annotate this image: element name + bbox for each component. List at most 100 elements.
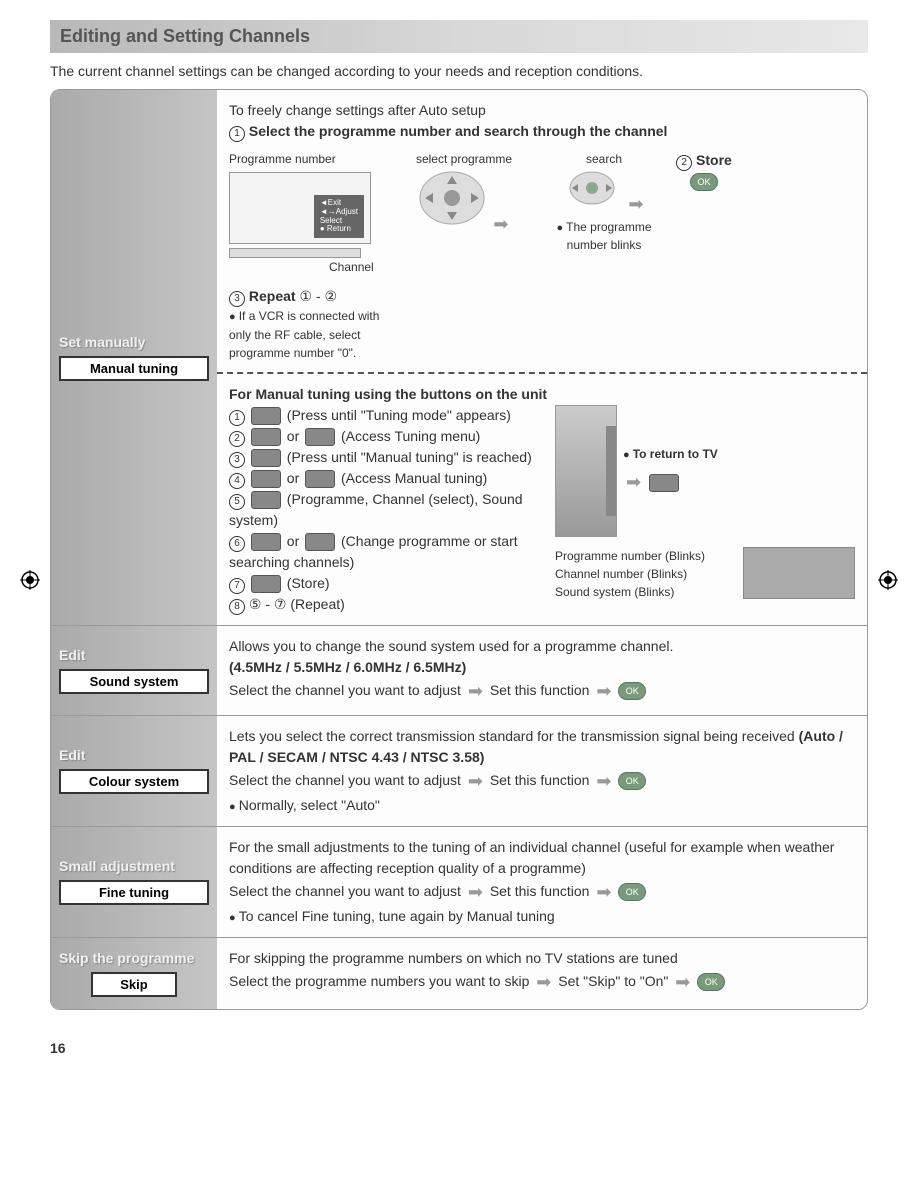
step-3: 3 (Press until "Manual tuning" is reache… — [229, 447, 545, 468]
step-6: 6 or (Change programme or start searchin… — [229, 531, 545, 573]
s2-text: (Access Tuning menu) — [341, 428, 480, 444]
btn-colour-system: Colour system — [59, 769, 209, 794]
btn-manual-tuning: Manual tuning — [59, 356, 209, 381]
pn-blink-label: Programme number (Blinks) — [555, 547, 737, 565]
ok-icon-4: OK — [618, 883, 646, 901]
ss-blink-label: Sound system (Blinks) — [555, 583, 737, 601]
s3-text: (Press until "Manual tuning" is reached) — [287, 449, 532, 465]
pn-label: Programme number — [229, 150, 379, 168]
colour-action: Select the channel you want to adjust ➡ … — [229, 768, 855, 795]
return-btn-icon — [649, 474, 679, 492]
page-header: Editing and Setting Channels — [50, 20, 868, 53]
minus-btn-icon2 — [251, 470, 281, 488]
selprog-label: select programme — [389, 150, 539, 168]
left-colour: Edit Colour system — [51, 716, 217, 826]
channel-label: Channel — [329, 258, 379, 276]
s7-text: (Store) — [287, 575, 330, 591]
step-4: 4 or (Access Manual tuning) — [229, 468, 545, 489]
step-1: 1 (Press until "Tuning mode" appears) — [229, 405, 545, 426]
cat-small-adj: Small adjustment — [59, 858, 209, 874]
fine-desc: For the small adjustments to the tuning … — [229, 837, 855, 879]
cat-edit-1: Edit — [59, 647, 209, 663]
top-step1: 1 Select the programme number and search… — [229, 121, 855, 142]
repeat-range: ① - ② — [299, 288, 337, 304]
step-5: 5 (Programme, Channel (select), Sound sy… — [229, 489, 545, 531]
btn-fine-tuning: Fine tuning — [59, 880, 209, 905]
minus-btn-icon3 — [251, 533, 281, 551]
cat-edit-2: Edit — [59, 747, 209, 763]
skip-desc: For skipping the programme numbers on wh… — [229, 948, 855, 969]
sound-action-text: Select the channel you want to adjust — [229, 682, 461, 698]
colour-desc-row: Lets you select the correct transmission… — [229, 726, 855, 768]
dpad-small-icon — [562, 168, 622, 208]
colour-note: Normally, select "Auto" — [229, 795, 855, 816]
intro: The current channel settings can be chan… — [50, 63, 868, 79]
crop-mark-left — [20, 570, 40, 590]
plus-btn-icon2 — [305, 470, 335, 488]
tuning-display-icon — [743, 547, 855, 599]
left-fine: Small adjustment Fine tuning — [51, 827, 217, 937]
section-colour-system: Edit Colour system Lets you select the c… — [51, 715, 867, 826]
sound-action: Select the channel you want to adjust ➡ … — [229, 678, 855, 705]
dashed-divider — [217, 372, 867, 374]
left-manual: Set manually Manual tuning — [51, 90, 217, 625]
return-tv: To return to TV — [623, 445, 718, 464]
fine-note: To cancel Fine tuning, tune again by Man… — [229, 906, 855, 927]
btn-sound-system: Sound system — [59, 669, 209, 694]
or-3: or — [287, 533, 299, 549]
ok-icon-2: OK — [618, 682, 646, 700]
step1-text: Select the programme number and search t… — [249, 123, 668, 139]
colour-desc: Lets you select the correct transmission… — [229, 728, 795, 744]
colour-set-text: Set this function — [490, 772, 590, 788]
right-skip: For skipping the programme numbers on wh… — [217, 938, 867, 1009]
tv-btn-icon — [251, 491, 281, 509]
main-content-box: Set manually Manual tuning To freely cha… — [50, 89, 868, 1010]
skip-action: Select the programme numbers you want to… — [229, 969, 855, 996]
circled-3a-icon: 3 — [229, 291, 245, 307]
s8-text: ⑤ - ⑦ (Repeat) — [249, 596, 345, 612]
tv-unit-icon — [555, 405, 617, 537]
right-colour: Lets you select the correct transmission… — [217, 716, 867, 826]
top-title: To freely change settings after Auto set… — [229, 100, 855, 121]
left-sound: Edit Sound system — [51, 626, 217, 715]
cat-skip: Skip the programme — [59, 950, 209, 966]
or-2: or — [287, 470, 299, 486]
step-7: 7 (Store) — [229, 573, 545, 594]
btn-skip: Skip — [91, 972, 177, 997]
circled-1-icon: 1 — [229, 126, 245, 142]
fine-action-text: Select the channel you want to adjust — [229, 883, 461, 899]
right-sound: Allows you to change the sound system us… — [217, 626, 867, 715]
top-diagram: Programme number ◄Exit◄→AdjustSelect● Re… — [229, 150, 855, 362]
right-fine: For the small adjustments to the tuning … — [217, 827, 867, 937]
dpad-icon — [417, 168, 487, 228]
section-fine-tuning: Small adjustment Fine tuning For the sma… — [51, 826, 867, 937]
section-manual-tuning: Set manually Manual tuning To freely cha… — [51, 90, 867, 625]
s1-text: (Press until "Tuning mode" appears) — [287, 407, 511, 423]
circled-2a-icon: 2 — [676, 155, 692, 171]
plus-btn-icon — [305, 428, 335, 446]
repeat-label: Repeat — [249, 288, 296, 304]
ok-btn-icon: OK — [690, 173, 718, 191]
cn-blink-label: Channel number (Blinks) — [555, 565, 737, 583]
sound-desc: Allows you to change the sound system us… — [229, 636, 855, 657]
bottom-title: For Manual tuning using the buttons on t… — [229, 384, 855, 405]
colour-action-text: Select the channel you want to adjust — [229, 772, 461, 788]
section-sound-system: Edit Sound system Allows you to change t… — [51, 625, 867, 715]
step-8: 8 ⑤ - ⑦ (Repeat) — [229, 594, 545, 615]
f-btn-icon — [251, 407, 281, 425]
search-label: search — [549, 150, 659, 168]
crop-mark-right — [878, 570, 898, 590]
minus-btn-icon — [251, 428, 281, 446]
blink-note: The programme number blinks — [549, 218, 659, 255]
skip-set-text: Set "Skip" to "On" — [558, 973, 668, 989]
left-skip: Skip the programme Skip — [51, 938, 217, 1009]
plus-btn-icon3 — [305, 533, 335, 551]
cat-set-manually: Set manually — [59, 334, 209, 350]
ok-icon-3: OK — [618, 772, 646, 790]
ok-icon-5: OK — [697, 973, 725, 991]
sound-options: (4.5MHz / 5.5MHz / 6.0MHz / 6.5MHz) — [229, 657, 855, 678]
str-btn-icon — [251, 575, 281, 593]
fine-set-text: Set this function — [490, 883, 590, 899]
page-number: 16 — [50, 1040, 868, 1056]
step-2: 2 or (Access Tuning menu) — [229, 426, 545, 447]
